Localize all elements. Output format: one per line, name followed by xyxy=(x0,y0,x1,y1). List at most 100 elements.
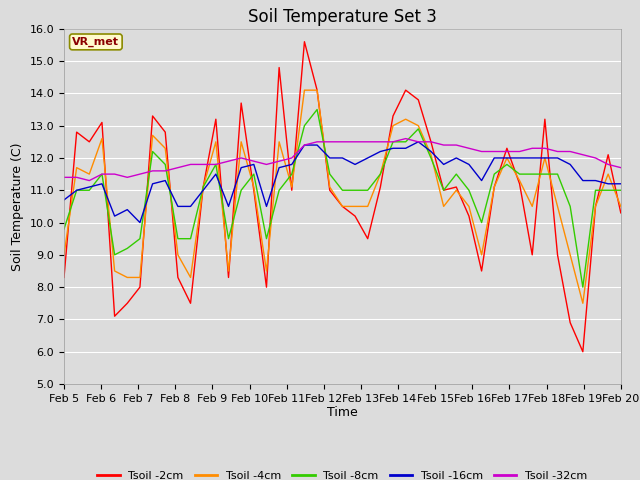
Tsoil -32cm xyxy=(554,149,561,155)
Tsoil -4cm xyxy=(237,139,245,144)
Line: Tsoil -4cm: Tsoil -4cm xyxy=(64,90,621,303)
Tsoil -4cm xyxy=(98,136,106,142)
Tsoil -2cm xyxy=(427,139,435,144)
Tsoil -2cm xyxy=(161,129,169,135)
Tsoil -16cm xyxy=(427,149,435,155)
Tsoil -4cm xyxy=(275,139,283,144)
Tsoil -4cm xyxy=(60,252,68,258)
Tsoil -8cm xyxy=(237,187,245,193)
Tsoil -16cm xyxy=(503,155,511,161)
Tsoil -8cm xyxy=(503,162,511,168)
Tsoil -2cm xyxy=(566,320,574,325)
Tsoil -2cm xyxy=(554,252,561,258)
Tsoil -2cm xyxy=(313,87,321,93)
Tsoil -16cm xyxy=(73,187,81,193)
Tsoil -4cm xyxy=(477,252,485,258)
Tsoil -8cm xyxy=(617,187,625,193)
Tsoil -32cm xyxy=(415,139,422,144)
Tsoil -16cm xyxy=(212,171,220,177)
Tsoil -8cm xyxy=(262,236,270,241)
Tsoil -2cm xyxy=(490,184,498,190)
Tsoil -2cm xyxy=(136,284,144,290)
Text: VR_met: VR_met xyxy=(72,37,119,47)
Tsoil -8cm xyxy=(187,236,195,241)
Tsoil -2cm xyxy=(617,210,625,216)
Tsoil -8cm xyxy=(339,187,346,193)
Tsoil -8cm xyxy=(73,187,81,193)
Tsoil -4cm xyxy=(225,268,232,274)
Tsoil -16cm xyxy=(339,155,346,161)
Tsoil -16cm xyxy=(161,178,169,183)
Tsoil -2cm xyxy=(339,204,346,209)
Tsoil -32cm xyxy=(440,142,447,148)
Tsoil -2cm xyxy=(237,100,245,106)
Tsoil -4cm xyxy=(389,123,397,129)
Tsoil -8cm xyxy=(136,236,144,241)
Tsoil -16cm xyxy=(301,142,308,148)
Tsoil -2cm xyxy=(199,184,207,190)
Tsoil -16cm xyxy=(376,149,384,155)
Tsoil -16cm xyxy=(452,155,460,161)
Line: Tsoil -32cm: Tsoil -32cm xyxy=(64,139,621,180)
Tsoil -2cm xyxy=(503,145,511,151)
Tsoil -8cm xyxy=(199,184,207,190)
Tsoil -8cm xyxy=(326,171,333,177)
Tsoil -8cm xyxy=(516,171,524,177)
Tsoil -4cm xyxy=(566,252,574,258)
Tsoil -8cm xyxy=(288,171,296,177)
Tsoil -4cm xyxy=(339,204,346,209)
Tsoil -16cm xyxy=(111,213,118,219)
Tsoil -2cm xyxy=(389,113,397,119)
Tsoil -32cm xyxy=(111,171,118,177)
Tsoil -8cm xyxy=(604,187,612,193)
Tsoil -4cm xyxy=(529,204,536,209)
Tsoil -2cm xyxy=(591,204,599,209)
Line: Tsoil -16cm: Tsoil -16cm xyxy=(64,142,621,223)
Tsoil -4cm xyxy=(351,204,359,209)
Tsoil -8cm xyxy=(174,236,182,241)
Tsoil -2cm xyxy=(124,300,131,306)
X-axis label: Time: Time xyxy=(327,407,358,420)
Tsoil -16cm xyxy=(187,204,195,209)
Tsoil -8cm xyxy=(124,245,131,251)
Tsoil -8cm xyxy=(477,220,485,226)
Tsoil -32cm xyxy=(516,149,524,155)
Tsoil -32cm xyxy=(465,145,473,151)
Tsoil -16cm xyxy=(477,178,485,183)
Tsoil -16cm xyxy=(250,162,258,168)
Tsoil -2cm xyxy=(60,275,68,280)
Tsoil -4cm xyxy=(250,184,258,190)
Tsoil -4cm xyxy=(516,178,524,183)
Tsoil -32cm xyxy=(376,139,384,144)
Tsoil -8cm xyxy=(440,187,447,193)
Tsoil -4cm xyxy=(541,155,548,161)
Legend: Tsoil -2cm, Tsoil -4cm, Tsoil -8cm, Tsoil -16cm, Tsoil -32cm: Tsoil -2cm, Tsoil -4cm, Tsoil -8cm, Tsoi… xyxy=(93,466,592,480)
Tsoil -32cm xyxy=(86,178,93,183)
Tsoil -4cm xyxy=(465,204,473,209)
Tsoil -32cm xyxy=(402,136,410,142)
Tsoil -4cm xyxy=(427,152,435,157)
Line: Tsoil -2cm: Tsoil -2cm xyxy=(64,42,621,352)
Tsoil -8cm xyxy=(351,187,359,193)
Tsoil -2cm xyxy=(86,139,93,144)
Tsoil -8cm xyxy=(566,204,574,209)
Tsoil -16cm xyxy=(604,181,612,187)
Tsoil -8cm xyxy=(591,187,599,193)
Tsoil -32cm xyxy=(490,149,498,155)
Tsoil -8cm xyxy=(490,171,498,177)
Tsoil -8cm xyxy=(465,187,473,193)
Tsoil -8cm xyxy=(111,252,118,258)
Tsoil -16cm xyxy=(86,184,93,190)
Tsoil -32cm xyxy=(364,139,372,144)
Tsoil -2cm xyxy=(440,187,447,193)
Tsoil -32cm xyxy=(212,162,220,168)
Tsoil -32cm xyxy=(124,174,131,180)
Tsoil -32cm xyxy=(617,165,625,170)
Tsoil -8cm xyxy=(415,126,422,132)
Tsoil -16cm xyxy=(541,155,548,161)
Tsoil -16cm xyxy=(351,162,359,168)
Tsoil -8cm xyxy=(212,162,220,168)
Tsoil -16cm xyxy=(591,178,599,183)
Tsoil -8cm xyxy=(427,155,435,161)
Tsoil -8cm xyxy=(250,171,258,177)
